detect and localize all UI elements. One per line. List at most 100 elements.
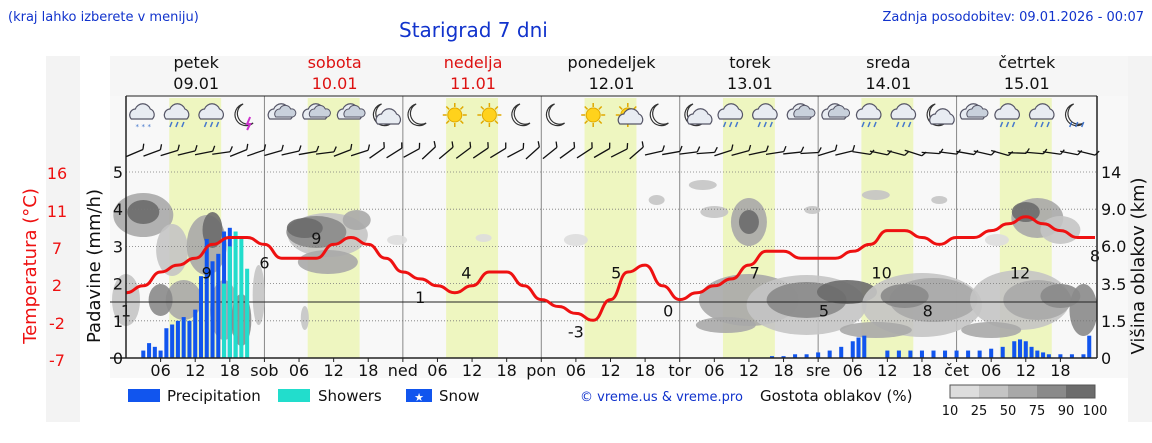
wind-barb-flag: [1094, 150, 1100, 156]
wind-barb: [714, 144, 734, 157]
wind-barb-shaft: [126, 148, 144, 158]
shower-bar: [222, 283, 227, 358]
wind-barb-shaft: [194, 150, 213, 156]
x-tick-label: 06: [981, 361, 1001, 380]
wind-barb-flag: [626, 143, 629, 149]
moon-cloud-icon: [372, 103, 401, 127]
snow-star-icon: ★: [414, 391, 424, 404]
wind-barb: [421, 141, 437, 160]
precip-bar: [1012, 341, 1017, 358]
x-tick-label: 18: [773, 361, 793, 380]
wind-barb: [1077, 150, 1100, 156]
rain-drop: [734, 121, 739, 128]
x-tick-label: 12: [877, 361, 897, 380]
wind-barb-flag: [748, 144, 752, 151]
wind-barb: [247, 144, 267, 157]
rain-drop: [203, 121, 208, 128]
wind-barb: [921, 148, 944, 155]
precip-bar: [943, 350, 948, 358]
wind-barb-shaft: [748, 150, 767, 156]
wind-barb: [610, 143, 629, 158]
x-tick-label: 06: [150, 361, 170, 380]
cloud-shape-back: [274, 104, 297, 118]
cloud-shape-back: [343, 104, 366, 118]
wind-barb-shaft: [333, 149, 351, 157]
wind-barb-shaft: [817, 149, 836, 157]
rain-drop: [907, 121, 912, 128]
cloud-shape: [375, 108, 401, 125]
precip-bar: [187, 320, 192, 358]
precip-bar: [1058, 354, 1063, 358]
wind-barb-shaft: [369, 147, 385, 159]
precip-bar: [885, 350, 890, 358]
wind-barb: [212, 146, 233, 155]
cloud-density-patch: [286, 218, 323, 238]
wind-barb: [559, 141, 576, 159]
wind-barb-shaft: [765, 150, 784, 156]
cloud-icon: [821, 103, 851, 120]
x-tick-label: 12: [323, 361, 343, 380]
legend-swatch-precipitation: [128, 389, 160, 402]
cloud-density-patch: [648, 195, 665, 205]
cloud-shape: [717, 103, 744, 120]
x-tick-day-label: sre: [806, 361, 830, 380]
x-tick-day-label: tor: [668, 361, 691, 380]
temperature-tick-label: 2: [52, 276, 62, 295]
x-tick-label: 06: [843, 361, 863, 380]
temperature-value-label: 10: [871, 264, 891, 283]
wind-barb-shaft: [629, 146, 644, 160]
wind-barb-shaft: [559, 147, 575, 159]
x-tick-label: 18: [496, 361, 516, 380]
cloud-density-patch: [252, 265, 265, 325]
cloud-density-patch: [127, 200, 160, 224]
wind-barb-flag: [1008, 151, 1014, 156]
sun-ray: [598, 120, 603, 125]
x-tick-day-label: sob: [250, 361, 278, 380]
wind-barb-shaft: [1060, 150, 1079, 156]
precip-bar: [1041, 352, 1046, 358]
rain-drop: [867, 121, 871, 128]
cloud-shape: [163, 103, 190, 120]
wind-barb: [679, 146, 701, 155]
cloud-density-label: Gostota oblakov (%): [760, 387, 913, 405]
precip-bar: [966, 350, 971, 358]
day-date: 13.01: [727, 74, 773, 93]
wind-barb-shaft: [852, 150, 871, 156]
precip-bar: [1087, 335, 1092, 358]
wind-barb-flag: [367, 144, 371, 151]
wind-barb: [298, 145, 320, 156]
wind-barb-shaft: [662, 150, 681, 156]
wind-barb-flag: [641, 141, 644, 148]
rain-drop: [1034, 121, 1038, 128]
precip-bar: [769, 356, 775, 358]
temperature-value-label: 0: [663, 302, 673, 321]
cloud-density-level-label: 75: [1029, 404, 1046, 419]
wind-barb-flag: [315, 145, 320, 152]
cloud-rain-icon: [994, 103, 1020, 128]
wind-barb-shaft: [956, 150, 975, 156]
precip-bar: [198, 276, 204, 358]
cloud-density-patch: [688, 180, 717, 190]
precip-bar: [164, 328, 169, 358]
temperature-value-label: 4: [461, 264, 471, 283]
wind-barb-flag: [591, 142, 593, 149]
moon-cloud-icon: [684, 103, 713, 127]
wind-barb-flag: [696, 146, 701, 153]
wind-barb-flag: [714, 146, 718, 153]
rain-drop: [999, 121, 1004, 128]
wind-barb: [800, 147, 822, 155]
rain-drop: [1011, 121, 1016, 128]
precip-bar: [152, 346, 157, 358]
wind-barb: [817, 144, 838, 157]
wind-barb-shaft: [593, 147, 610, 159]
wind-barb-shaft: [800, 151, 819, 155]
precip-bar: [181, 317, 186, 358]
menu-hint: (kraj lahko izberete v meniju): [8, 10, 199, 25]
cloud-density-swatch: [1008, 385, 1037, 398]
moon-icon: [545, 103, 565, 127]
x-tick-label: 06: [566, 361, 586, 380]
sun-ray: [459, 105, 464, 110]
wind-barb: [126, 143, 145, 158]
day-date: 15.01: [1004, 74, 1050, 93]
wind-barb: [472, 142, 489, 159]
